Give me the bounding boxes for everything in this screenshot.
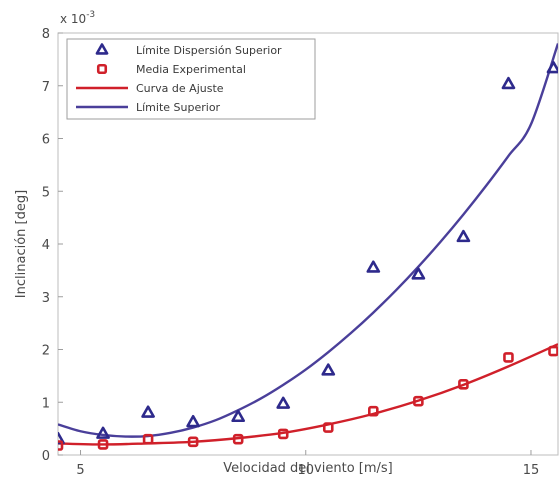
data-point-triangle — [276, 396, 291, 409]
series-line — [58, 43, 558, 438]
data-point-square — [277, 428, 289, 440]
data-point-triangle — [501, 76, 516, 90]
legend-entry-label: Curva de Ajuste — [136, 82, 224, 95]
y-multiplier: x 10-3 — [60, 10, 95, 26]
y-tick-label: 3 — [42, 291, 50, 306]
legend-box — [66, 38, 316, 120]
legend: Límite Dispersión Superior Media Experime… — [66, 38, 316, 120]
legend-entry-label: Límite Dispersión Superior — [136, 44, 282, 57]
y-tick-label: 0 — [42, 449, 50, 464]
legend-entry-label: Media Experimental — [136, 63, 246, 76]
y-tick-label: 6 — [42, 133, 50, 148]
y-tick-label: 1 — [42, 396, 50, 411]
legend-marker-square — [96, 63, 108, 75]
data-point-triangle — [58, 431, 65, 445]
data-point-square — [548, 345, 558, 357]
data-point-square — [458, 379, 469, 390]
data-point-square — [232, 433, 244, 445]
data-point-triangle — [186, 414, 200, 428]
y-tick-label: 5 — [42, 185, 50, 200]
data-point-square — [97, 439, 109, 450]
x-tick-label: 15 — [523, 463, 540, 477]
data-point-triangle — [231, 409, 246, 423]
x-tick-label: 5 — [76, 463, 84, 477]
legend-entry-label: Límite Superior — [136, 101, 221, 114]
data-point-triangle — [96, 426, 110, 439]
data-point-square — [368, 405, 379, 417]
data-point-square — [322, 422, 334, 433]
y-tick-label: 7 — [42, 80, 50, 95]
y-tick-label: 4 — [42, 238, 50, 253]
data-point-triangle — [546, 61, 558, 74]
data-point-square — [187, 436, 199, 448]
y-axis-title: Inclinación [deg] — [14, 190, 29, 298]
y-tick-label: 8 — [42, 27, 50, 42]
y-tick-label: 2 — [42, 344, 50, 359]
data-point-triangle — [411, 267, 426, 280]
data-point-triangle — [366, 260, 381, 273]
data-point-square — [58, 440, 64, 451]
legend-marker-triangle — [95, 43, 109, 55]
data-point-triangle — [141, 405, 155, 418]
x-tick-label: 10 — [297, 463, 314, 477]
data-point-square — [142, 433, 154, 445]
data-point-square — [413, 395, 424, 407]
data-point-triangle — [456, 229, 471, 243]
data-point-square — [503, 352, 514, 363]
x-axis-title: Velocidad del viento [m/s] — [223, 461, 393, 476]
data-point-triangle — [321, 363, 336, 376]
